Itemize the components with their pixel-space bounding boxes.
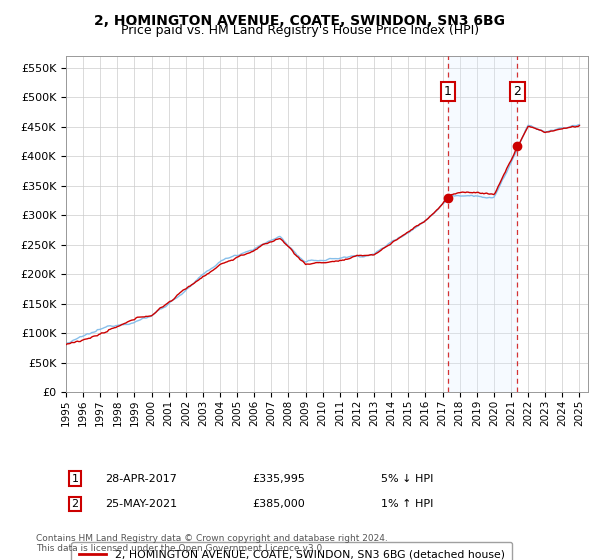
- Text: 25-MAY-2021: 25-MAY-2021: [105, 499, 177, 509]
- Bar: [448, 56, 517, 392]
- Text: 1: 1: [444, 85, 452, 98]
- Text: Price paid vs. HM Land Registry's House Price Index (HPI): Price paid vs. HM Land Registry's House …: [121, 24, 479, 37]
- Text: £385,000: £385,000: [252, 499, 305, 509]
- Text: 5% ↓ HPI: 5% ↓ HPI: [381, 474, 433, 484]
- Text: Contains HM Land Registry data © Crown copyright and database right 2024.
This d: Contains HM Land Registry data © Crown c…: [36, 534, 388, 553]
- Text: £335,995: £335,995: [252, 474, 305, 484]
- Text: 2, HOMINGTON AVENUE, COATE, SWINDON, SN3 6BG: 2, HOMINGTON AVENUE, COATE, SWINDON, SN3…: [95, 14, 505, 28]
- Text: 2: 2: [514, 85, 521, 98]
- Text: 1: 1: [71, 474, 79, 484]
- Text: 28-APR-2017: 28-APR-2017: [105, 474, 177, 484]
- Legend: 2, HOMINGTON AVENUE, COATE, SWINDON, SN3 6BG (detached house), HPI: Average pric: 2, HOMINGTON AVENUE, COATE, SWINDON, SN3…: [71, 542, 512, 560]
- Text: 2: 2: [71, 499, 79, 509]
- Text: 1% ↑ HPI: 1% ↑ HPI: [381, 499, 433, 509]
